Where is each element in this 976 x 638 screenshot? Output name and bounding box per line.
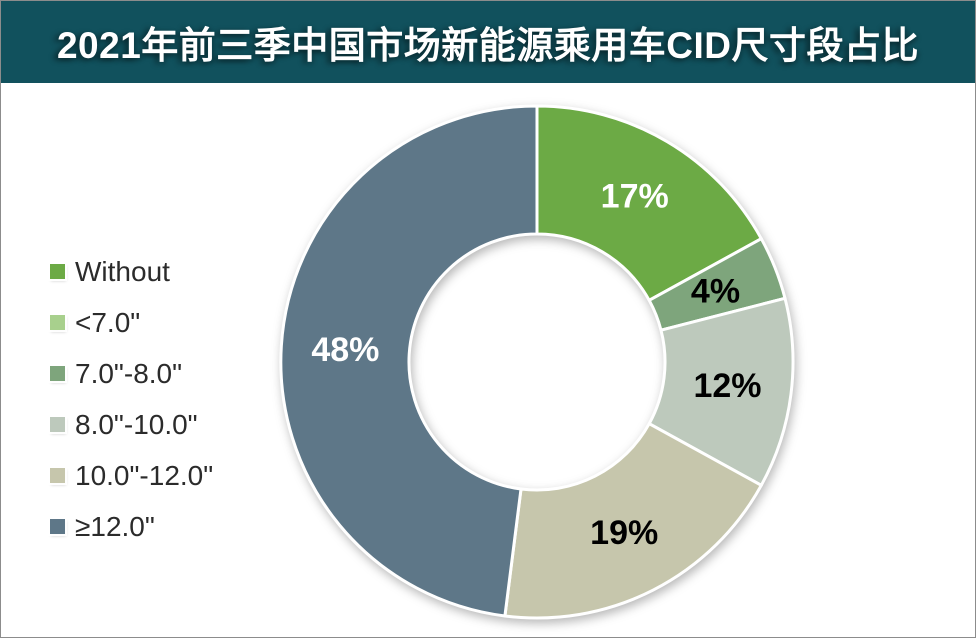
legend-item-2: 7.0"-8.0" (50, 348, 213, 399)
legend-label: ≥12.0" (75, 510, 155, 542)
title-banner: 2021年前三季中国市场新能源乘用车CID尺寸段占比 (1, 1, 975, 83)
slice-value-label: 12% (693, 367, 761, 405)
page-title: 2021年前三季中国市场新能源乘用车CID尺寸段占比 (56, 25, 920, 66)
legend-label: 10.0"-12.0" (75, 459, 214, 491)
legend-label: <7.0" (75, 306, 141, 338)
legend-item-5: ≥12.0" (50, 501, 213, 552)
chart-area: Without <7.0" 7.0"-8.0" 8.0"-10.0" 10.0"-12.… (1, 83, 975, 637)
legend-swatch-icon (50, 315, 65, 330)
legend-swatch-icon (50, 366, 65, 381)
slice-value-label: 19% (590, 514, 658, 552)
donut-ring (279, 104, 795, 620)
donut-slice-without (535, 104, 763, 302)
legend-item-1: <7.0" (50, 297, 213, 348)
legend-swatch-icon (50, 468, 65, 483)
slice-value-label: 48% (311, 331, 379, 369)
slice-value-label: 4% (691, 272, 740, 310)
slice-value-label: 17% (601, 178, 669, 216)
legend-swatch-icon (50, 519, 65, 534)
legend-item-0: Without (50, 246, 213, 297)
legend-label: Without (75, 255, 170, 287)
legend-label: 7.0"-8.0" (75, 357, 183, 389)
legend-item-3: 8.0"-10.0" (50, 399, 213, 450)
legend-item-4: 10.0"-12.0" (50, 450, 213, 501)
donut-labels: 17% 4% 12% 19% 48% (311, 178, 761, 552)
legend-swatch-icon (50, 417, 65, 432)
donut-slice-10.0-12.0- (503, 422, 763, 620)
chart-legend: Without <7.0" 7.0"-8.0" 8.0"-10.0" 10.0"-12.… (50, 246, 213, 552)
donut-slice--12.0- (279, 104, 539, 618)
legend-swatch-icon (50, 264, 65, 279)
legend-label: 8.0"-10.0" (75, 408, 198, 440)
donut-chart: 17% 4% 12% 19% 48% (279, 104, 795, 620)
